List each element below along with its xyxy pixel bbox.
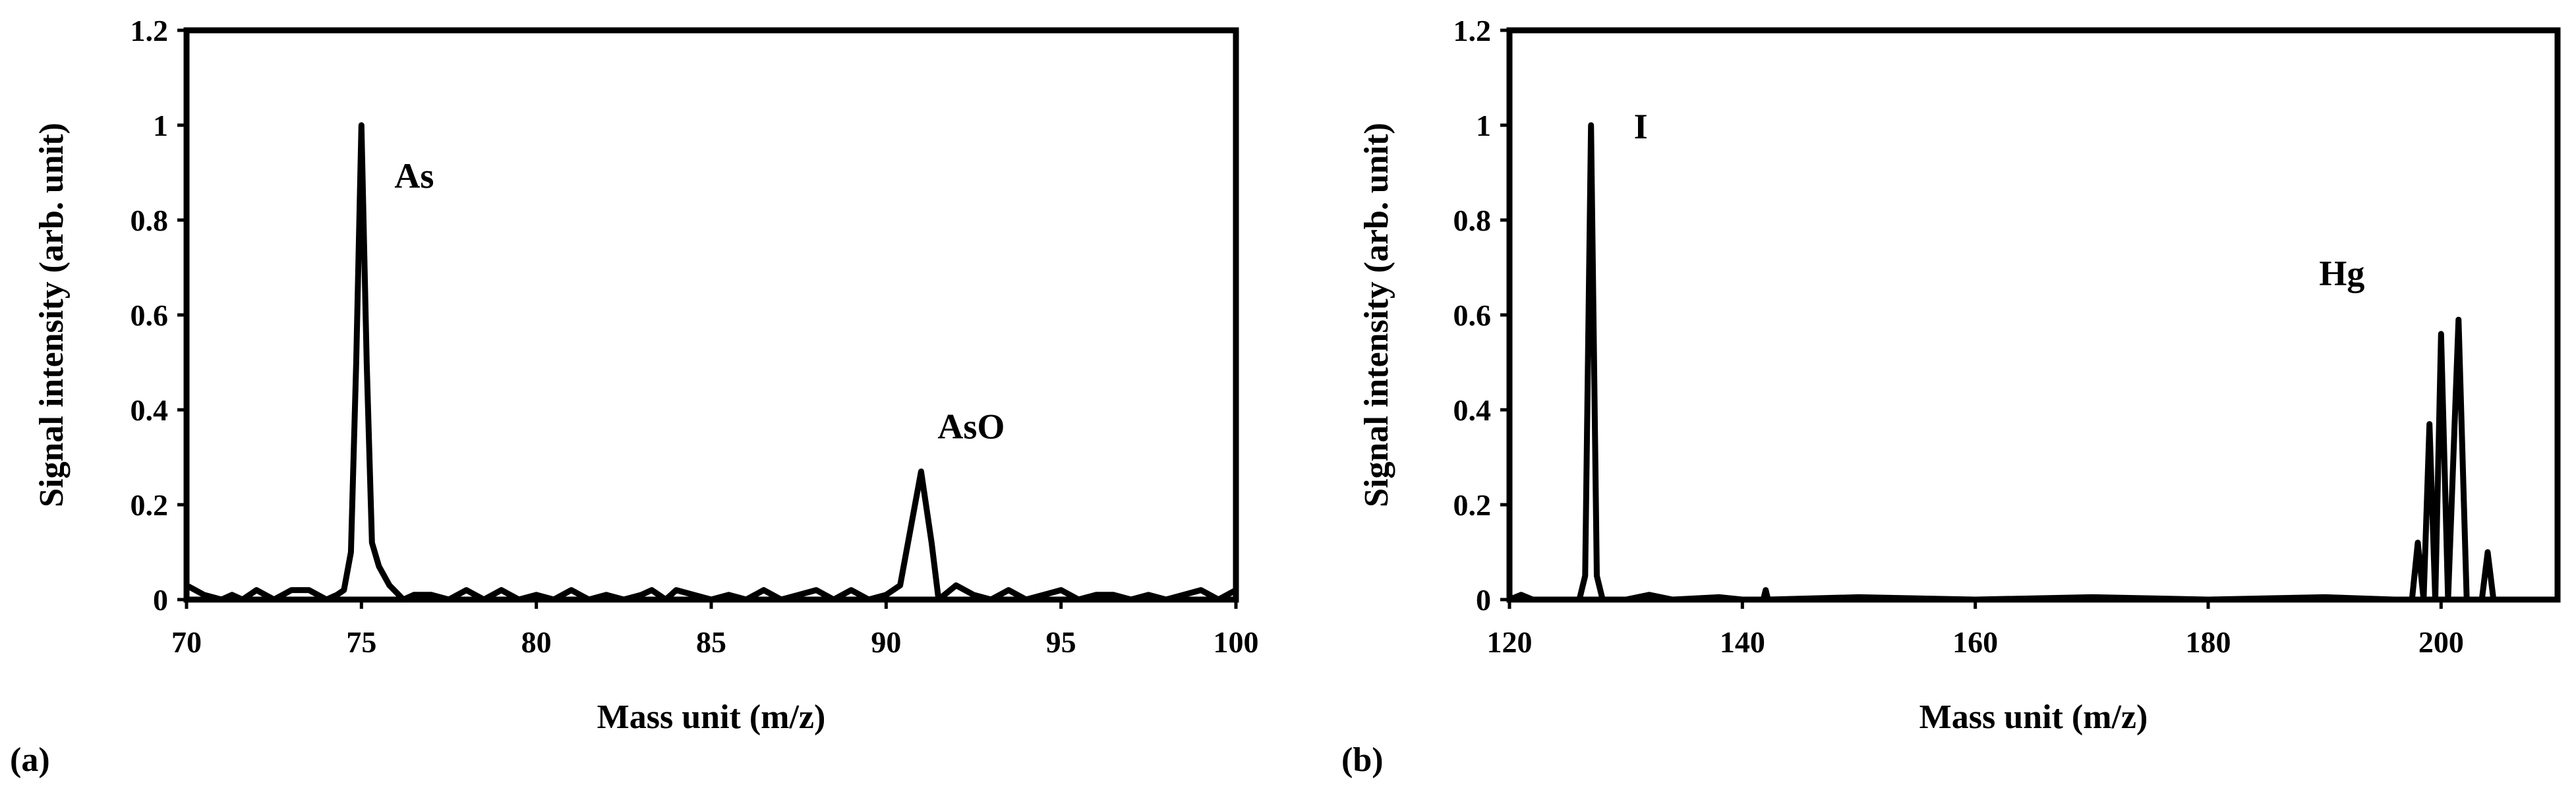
x-tick-label: 75 [346, 625, 376, 659]
x-tick-label: 95 [1046, 625, 1076, 659]
y-axis-title: Signal intensity (arb. unit) [1358, 123, 1395, 507]
x-tick-label: 85 [696, 625, 726, 659]
x-axis-title: Mass unit (m/z) [597, 698, 826, 736]
y-tick-label: 0.8 [131, 204, 169, 237]
y-tick-label: 0.4 [1453, 393, 1492, 427]
peak-annotation: AsO [937, 407, 1005, 447]
y-tick-label: 0.2 [131, 488, 169, 522]
peak-annotation: I [1634, 107, 1648, 146]
panel-label: (a) [10, 741, 50, 779]
y-tick-label: 0.4 [131, 393, 169, 427]
x-tick-label: 140 [1720, 625, 1765, 659]
y-tick-label: 1.2 [131, 14, 169, 47]
panel-label: (b) [1341, 741, 1384, 779]
chart-panel-a: 0 0.2 0.4 0.6 0.8 1 1.2 70 75 80 85 90 95 100 Mass uni… [10, 14, 1259, 779]
y-axis-title: Signal intensity (arb. unit) [33, 123, 71, 507]
y-tick-label: 0.8 [1453, 204, 1492, 237]
x-tick-label: 160 [1952, 625, 1998, 659]
chart-panel-b: 0 0.2 0.4 0.6 0.8 1 1.2 120 140 160 180 200 Mass uni… [1341, 14, 2561, 779]
x-tick-label: 200 [2418, 625, 2464, 659]
y-tick-label: 0.6 [131, 298, 169, 332]
peak-annotation: As [394, 156, 434, 196]
x-axis-title: Mass unit (m/z) [1919, 698, 2148, 736]
x-tick-label: 80 [521, 625, 552, 659]
y-tick-label: 0 [153, 583, 168, 617]
x-tick-label: 90 [871, 625, 901, 659]
x-tick-label: 120 [1487, 625, 1533, 659]
y-tick-label: 0.6 [1453, 298, 1492, 332]
series-line [1506, 122, 2561, 603]
x-tick-label: 70 [171, 625, 202, 659]
y-tick-label: 1 [1476, 109, 1491, 142]
y-tick-label: 0.2 [1453, 488, 1492, 522]
x-tick-label: 100 [1214, 625, 1259, 659]
plot-frame [1506, 27, 2561, 603]
y-tick-label: 1 [153, 109, 168, 142]
series-line [183, 122, 1239, 603]
peak-annotation: Hg [2319, 254, 2364, 293]
y-tick-label: 1.2 [1453, 14, 1492, 47]
y-tick-label: 0 [1476, 583, 1491, 617]
plot-frame [183, 27, 1239, 603]
x-tick-label: 180 [2186, 625, 2231, 659]
